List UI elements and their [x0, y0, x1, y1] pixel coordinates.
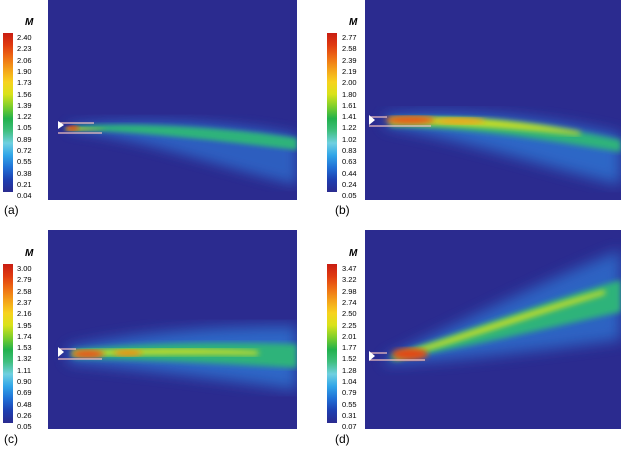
colorbar-tick-label: 1.61: [342, 100, 357, 110]
panel-a: M 2.40 2.23 2.06 1.90 1.73 1.56 1.39 1.22 1.05 0.…: [0, 0, 310, 224]
colorbar-tick-label: 0.90: [17, 377, 32, 386]
colorbar-tick-label: 0.05: [342, 191, 357, 201]
panel-label: (c): [4, 432, 18, 446]
colorbar-tick-label: 0.31: [342, 410, 357, 420]
panel-c: M 3.00 2.79 2.58 2.37 2.16 1.95 1.74 1.53 1.32 1.…: [0, 224, 310, 449]
colorbar-tick-label: 0.79: [342, 388, 357, 398]
colorbar-tick-label: 0.05: [17, 422, 32, 432]
colorbar-tick-label: 0.72: [17, 146, 32, 155]
colorbar-tick-label: 1.56: [17, 89, 32, 99]
colorbar-tick-label: 2.00: [342, 78, 357, 88]
colorbar-tick-label: 2.19: [342, 66, 357, 76]
colorbar-tick-label: 1.80: [342, 89, 357, 99]
colorbar-tick-label: 2.01: [342, 331, 357, 341]
colorbar-tick-label: 3.47: [342, 264, 357, 273]
colorbar-tick-label: 2.98: [342, 286, 357, 296]
colorbar: [3, 33, 13, 192]
colorbar-tick-label: 2.25: [342, 320, 357, 330]
colorbar-tick-label: 1.11: [17, 365, 32, 375]
colorbar: [3, 264, 13, 423]
colorbar-tick-label: 0.55: [17, 157, 32, 167]
colorbar-tick-label: 0.24: [342, 179, 357, 189]
mach-contour-plot: [48, 0, 297, 200]
colorbar-tick-label: 0.04: [17, 191, 32, 201]
colorbar-title: M: [25, 17, 34, 28]
colorbar-tick-label: 1.73: [17, 78, 32, 88]
colorbar: [327, 33, 337, 192]
colorbar-tick-label: 0.48: [17, 399, 32, 409]
colorbar-tick-label: 1.74: [17, 331, 32, 341]
colorbar: [327, 264, 337, 423]
colorbar-tick-label: 0.21: [17, 179, 32, 189]
colorbar-tick-label: 1.05: [17, 123, 32, 133]
colorbar-tick-label: 2.37: [17, 297, 32, 307]
colorbar-tick-label: 1.90: [17, 66, 32, 76]
colorbar-tick-label: 1.41: [342, 112, 357, 122]
colorbar-title: M: [349, 17, 358, 28]
colorbar-tick-label: 2.74: [342, 297, 357, 307]
colorbar-tick-label: 2.77: [342, 33, 357, 42]
colorbar-tick-label: 2.39: [342, 55, 357, 65]
colorbar-tick-label: 2.79: [17, 275, 32, 285]
colorbar-tick-label: 1.39: [17, 100, 32, 110]
colorbar-tick-label: 0.55: [342, 399, 357, 409]
colorbar-tick-label: 1.02: [342, 134, 357, 144]
panel-b: M 2.77 2.58 2.39 2.19 2.00 1.80 1.61 1.41 1.22 1.…: [321, 0, 621, 224]
colorbar-tick-label: 0.69: [17, 388, 32, 398]
colorbar-tick-label: 0.44: [342, 168, 357, 178]
colorbar-tick-label: 1.22: [17, 112, 32, 122]
colorbar-tick-label: 2.40: [17, 33, 32, 42]
panel-label: (d): [335, 432, 350, 446]
colorbar-tick-label: 1.53: [17, 343, 32, 353]
colorbar-tick-label: 2.50: [342, 309, 357, 319]
colorbar-tick-label: 0.26: [17, 410, 32, 420]
colorbar-title: M: [25, 248, 34, 259]
colorbar-tick-label: 0.89: [17, 134, 32, 144]
colorbar-tick-label: 1.52: [342, 354, 357, 364]
panel-d: M 3.47 3.22 2.98 2.74 2.50 2.25 2.01 1.77 1.52 1.…: [321, 224, 621, 449]
colorbar-tick-label: 2.58: [342, 44, 357, 54]
mach-contour-plot: [365, 230, 621, 429]
colorbar-tick-label: 1.32: [17, 354, 32, 364]
colorbar-title: M: [349, 248, 358, 259]
panel-label: (b): [335, 203, 350, 217]
colorbar-tick-label: 3.00: [17, 264, 32, 273]
colorbar-tick-label: 2.58: [17, 286, 32, 296]
colorbar-tick-label: 0.83: [342, 146, 357, 155]
colorbar-tick-label: 0.07: [342, 422, 357, 432]
colorbar-tick-label: 2.06: [17, 55, 32, 65]
colorbar-tick-label: 0.63: [342, 157, 357, 167]
colorbar-tick-label: 1.28: [342, 365, 357, 375]
colorbar-tick-label: 1.95: [17, 320, 32, 330]
mach-contour-plot: [365, 0, 621, 200]
colorbar-tick-label: 0.38: [17, 168, 32, 178]
panel-label: (a): [4, 203, 19, 217]
colorbar-tick-label: 3.22: [342, 275, 357, 285]
colorbar-tick-label: 1.22: [342, 123, 357, 133]
colorbar-tick-label: 2.23: [17, 44, 32, 54]
colorbar-tick-label: 2.16: [17, 309, 32, 319]
mach-contour-plot: [48, 230, 297, 429]
colorbar-tick-label: 1.77: [342, 343, 357, 353]
colorbar-tick-label: 1.04: [342, 377, 357, 386]
